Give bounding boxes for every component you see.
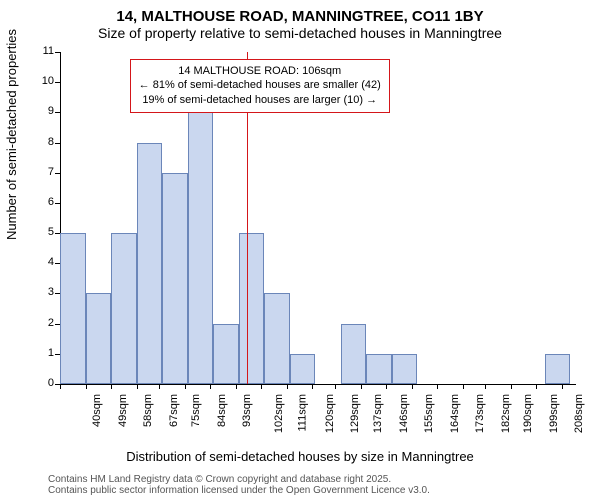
histogram-bar: [60, 233, 86, 384]
y-tick-label: 1: [26, 347, 54, 359]
y-tick-label: 2: [26, 317, 54, 329]
x-tick-label: 93sqm: [241, 394, 253, 427]
annotation-line: 14 MALTHOUSE ROAD: 106sqm: [139, 64, 381, 79]
y-tick-label: 9: [26, 105, 54, 117]
footer-line-1: Contains HM Land Registry data © Crown c…: [48, 474, 430, 485]
histogram-bar: [264, 293, 290, 384]
histogram-bar: [341, 324, 367, 384]
annotation-line: ← 81% of semi-detached houses are smalle…: [139, 78, 381, 93]
histogram-bar: [239, 233, 265, 384]
x-tick-label: 173sqm: [474, 394, 486, 433]
x-tick-label: 120sqm: [324, 394, 336, 433]
annotation-box: 14 MALTHOUSE ROAD: 106sqm← 81% of semi-d…: [130, 59, 390, 114]
x-tick-label: 164sqm: [449, 394, 461, 433]
x-axis-label: Distribution of semi-detached houses by …: [0, 449, 600, 464]
x-tick-label: 190sqm: [522, 394, 534, 433]
y-tick-label: 11: [26, 45, 54, 57]
y-tick-label: 3: [26, 286, 54, 298]
histogram-bar: [188, 112, 214, 384]
y-tick-label: 5: [26, 226, 54, 238]
y-tick-label: 0: [26, 377, 54, 389]
x-tick-label: 155sqm: [423, 394, 435, 433]
x-tick-label: 199sqm: [548, 394, 560, 433]
x-tick-label: 102sqm: [273, 394, 285, 433]
y-tick-label: 7: [26, 166, 54, 178]
x-tick-label: 58sqm: [142, 394, 154, 427]
histogram-bar: [86, 293, 112, 384]
x-tick-label: 137sqm: [372, 394, 384, 433]
x-tick-label: 208sqm: [573, 394, 585, 433]
histogram-bar: [111, 233, 137, 384]
y-tick-label: 10: [26, 75, 54, 87]
x-tick-label: 146sqm: [398, 394, 410, 433]
histogram-bar: [366, 354, 392, 384]
y-tick-label: 6: [26, 196, 54, 208]
histogram-bar: [290, 354, 316, 384]
x-tick-label: 67sqm: [168, 394, 180, 427]
y-tick-label: 4: [26, 256, 54, 268]
x-tick-label: 182sqm: [500, 394, 512, 433]
annotation-line: 19% of semi-detached houses are larger (…: [139, 93, 381, 108]
footer-attribution: Contains HM Land Registry data © Crown c…: [48, 474, 430, 496]
x-tick-label: 40sqm: [91, 394, 103, 427]
y-axis-label: Number of semi-detached properties: [4, 29, 19, 240]
x-tick-label: 49sqm: [117, 394, 129, 427]
chart-title: 14, MALTHOUSE ROAD, MANNINGTREE, CO11 1B…: [0, 0, 600, 25]
plot-area: 0123456789101140sqm49sqm58sqm67sqm75sqm8…: [60, 52, 576, 384]
histogram-bar: [213, 324, 239, 384]
histogram-bar: [162, 173, 188, 384]
chart-subtitle: Size of property relative to semi-detach…: [0, 25, 600, 45]
histogram-bar: [545, 354, 571, 384]
histogram-bar: [137, 143, 163, 384]
x-tick-label: 129sqm: [349, 394, 361, 433]
histogram-bar: [392, 354, 418, 384]
y-tick-label: 8: [26, 136, 54, 148]
x-tick-label: 111sqm: [297, 394, 309, 432]
x-tick-label: 84sqm: [216, 394, 228, 427]
footer-line-2: Contains public sector information licen…: [48, 485, 430, 496]
x-tick-label: 75sqm: [190, 394, 202, 427]
